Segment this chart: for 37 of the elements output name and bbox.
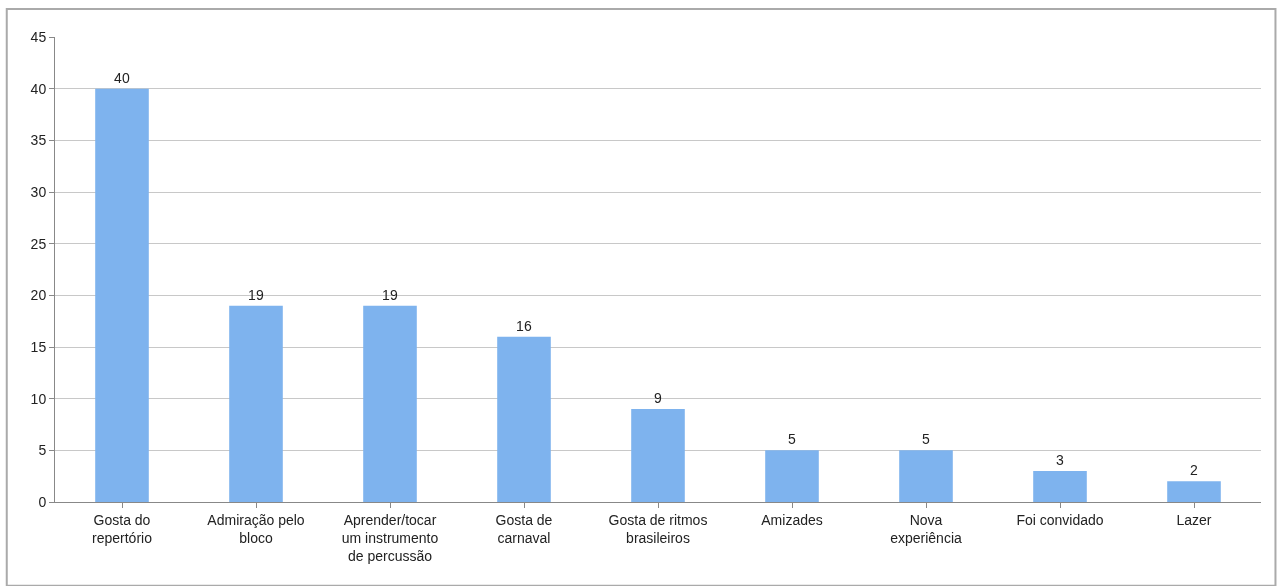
bar	[497, 336, 551, 502]
x-tick-label: Lazer	[1176, 511, 1212, 528]
x-tick-label: Gosta do repertório	[92, 511, 153, 546]
data-label: 2	[1190, 462, 1198, 479]
bar	[1033, 471, 1087, 502]
x-tick-label: Nova experiência	[890, 511, 963, 546]
y-tick-label: 20	[30, 287, 47, 304]
y-tick-label: 15	[30, 338, 47, 355]
x-tick-label: Aprender/tocar um instrumento de percussão	[341, 511, 439, 565]
bar	[363, 305, 417, 502]
data-label: 19	[248, 286, 264, 303]
x-tick-label: Gosta de carnaval	[495, 511, 553, 546]
y-tick-label: 30	[30, 183, 47, 200]
y-tick-label: 0	[38, 493, 47, 510]
data-label: 5	[788, 431, 796, 448]
x-tick-label: Foi convidado	[1016, 511, 1104, 528]
bar	[765, 450, 819, 502]
data-label: 9	[654, 390, 662, 406]
x-tick-label: Amizades	[761, 511, 823, 528]
x-tick-label: Admiração pelo bloco	[207, 511, 305, 546]
y-tick-label: 40	[30, 80, 47, 97]
x-tick-label: Gosta de ritmos brasileiros	[608, 511, 708, 546]
y-tick-label: 10	[30, 390, 47, 407]
data-label: 19	[382, 286, 398, 303]
bar	[1167, 481, 1221, 502]
bar	[95, 88, 149, 502]
y-tick-label: 5	[38, 442, 47, 459]
y-tick-label: 35	[30, 132, 47, 149]
y-tick-label: 45	[30, 28, 47, 45]
bar	[899, 450, 953, 502]
data-label: 5	[922, 431, 930, 448]
data-label: 40	[114, 69, 130, 86]
data-label: 3	[1056, 452, 1064, 468]
y-tick-label: 25	[30, 235, 47, 252]
bar	[631, 409, 685, 502]
bar	[229, 305, 283, 502]
data-label: 16	[516, 317, 532, 334]
